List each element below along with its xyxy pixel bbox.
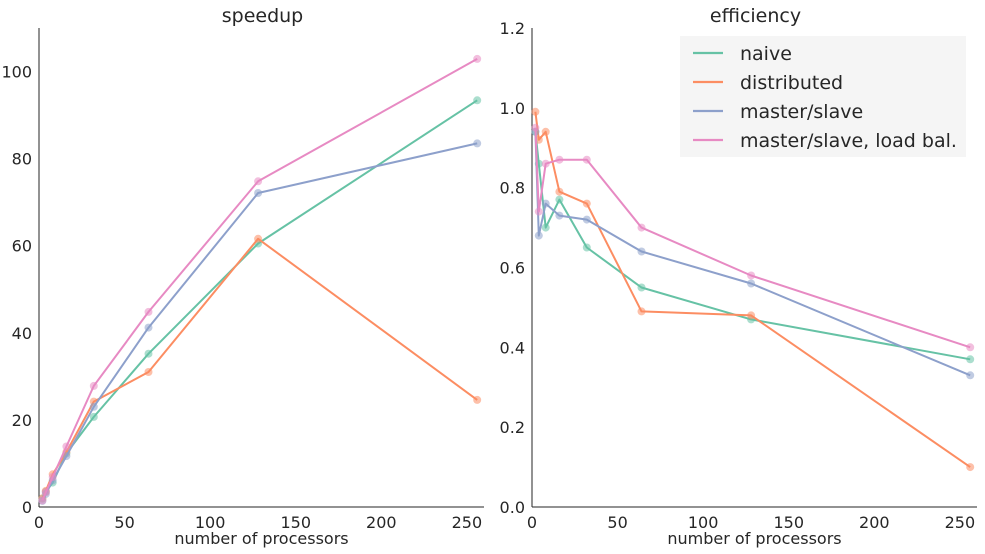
data-point [747,271,756,280]
x-tick-label: 150 [773,513,804,532]
data-point [89,412,98,421]
data-point [144,307,153,316]
data-point [582,155,591,164]
series-master-slave [531,127,975,380]
data-point [534,207,543,216]
data-point [541,127,550,136]
series-line [534,111,971,468]
data-point [89,381,98,390]
data-point [555,211,564,220]
x-tick-label: 250 [452,513,483,532]
chart-title: speedup [222,5,304,27]
data-point [555,187,564,196]
data-point [555,155,564,164]
legend-label: master/slave [740,101,863,123]
data-point [62,442,71,451]
y-tick-label: 80 [12,150,32,169]
x-tick-label: 200 [366,513,397,532]
data-point [144,368,153,376]
y-tick-label: 1.0 [500,99,525,118]
data-point [541,159,550,168]
series-naive [531,127,975,364]
y-tick-label: 0 [22,498,32,517]
data-point [473,96,482,105]
data-point [531,123,540,132]
data-point [38,496,47,505]
series-master-slave [38,139,482,505]
legend-box [680,36,966,157]
data-point [637,223,646,232]
x-tick-label: 100 [195,513,226,532]
y-tick-label: 20 [12,411,32,430]
y-tick-label: 100 [1,63,32,82]
data-point [254,189,263,197]
data-point [144,323,153,332]
data-point [534,231,543,240]
data-point [582,199,591,208]
series-line [41,142,478,502]
data-point [89,402,98,411]
x-tick-label: 150 [280,513,311,532]
y-tick-label: 0.8 [500,179,525,198]
chart-title: efficiency [710,5,801,27]
data-point [48,473,57,481]
y-tick-label: 40 [12,324,32,343]
chart-panel-1: efficiency 0 50 100 150 200 250 number of proce… [500,5,977,548]
legend-label: distributed [740,72,843,94]
legend-label: naive [740,43,792,65]
data-point [637,307,646,316]
data-point [555,195,564,204]
data-point [254,234,263,243]
data-point [531,107,540,116]
series-line [41,99,478,500]
series-line [41,58,478,501]
x-tick-label: 0 [34,513,44,532]
x-axis-label: number of processors [667,529,841,548]
data-point [637,283,646,292]
x-tick-label: 0 [527,513,537,532]
x-tick-label: 100 [688,513,719,532]
legend: naive distributed master/slave master/slave… [680,36,966,157]
series-distributed [531,107,975,472]
series-line [534,127,971,349]
data-point [541,199,550,208]
y-tick-label: 1.2 [500,19,525,38]
x-tick-label: 200 [859,513,890,532]
data-point [966,343,975,352]
series-master-slave-load-bal- [38,54,482,505]
x-tick-label: 250 [945,513,976,532]
y-tick-label: 60 [12,237,32,256]
series-master-slave-load-bal- [531,123,975,352]
series-line [534,131,971,377]
x-tick-label: 50 [607,513,627,532]
y-tick-label: 0.2 [500,418,525,437]
data-point [966,463,975,472]
legend-label: master/slave, load bal. [740,130,957,152]
data-point [473,395,482,404]
y-tick-label: 0.4 [500,338,525,357]
data-point [541,223,550,232]
data-point [473,139,482,148]
data-point [473,54,482,63]
data-point [582,243,591,252]
data-point [747,279,756,288]
data-point [144,349,153,358]
data-point [966,371,975,380]
data-point [637,247,646,256]
data-point [582,215,591,224]
y-tick-label: 0.6 [500,259,525,278]
data-point [966,355,975,364]
x-tick-label: 50 [114,513,134,532]
series-distributed [38,234,482,503]
data-point [41,488,50,497]
y-tick-label: 0.0 [500,498,525,517]
x-axis-label: number of processors [174,529,348,548]
data-point [747,311,756,320]
data-point [254,177,263,186]
data-point [62,452,71,461]
